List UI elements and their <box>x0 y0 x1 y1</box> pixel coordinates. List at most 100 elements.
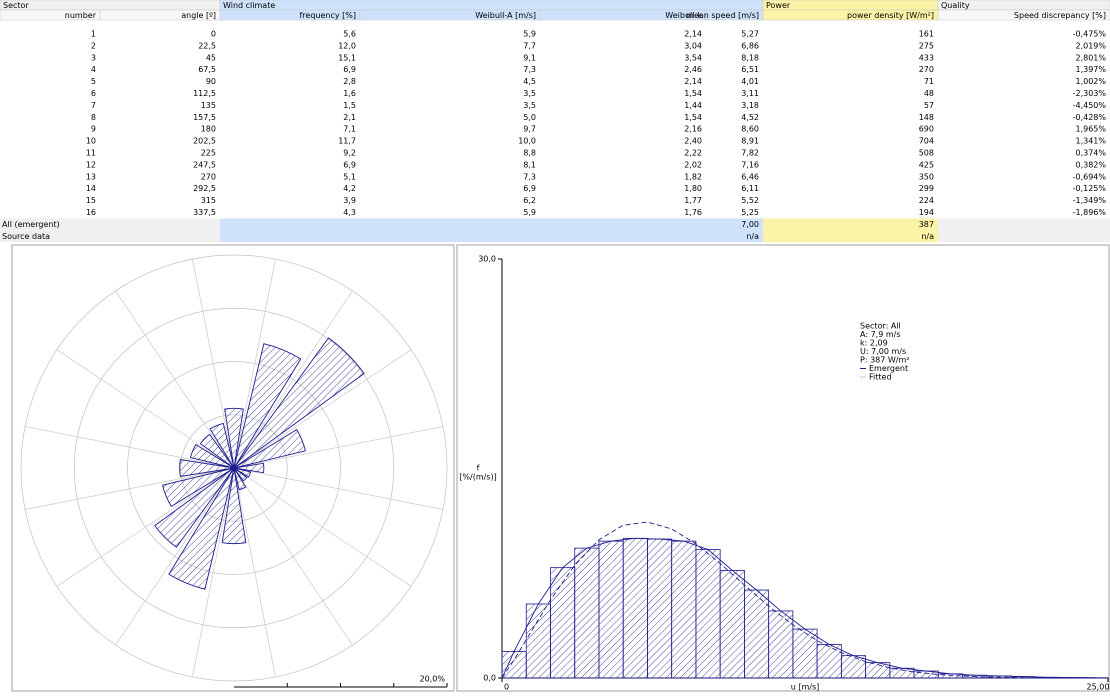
table-cell: 2,16 <box>684 125 702 134</box>
table-cell: 337,5 <box>193 208 216 217</box>
footer-value: 7,00 <box>741 220 759 229</box>
table-cell: 10 <box>86 137 96 146</box>
table-cell: 508 <box>919 149 934 158</box>
legend-label: Fitted <box>869 373 892 382</box>
table-cell: 16 <box>86 208 96 217</box>
table-cell: 8,8 <box>523 149 536 158</box>
histogram-bar <box>550 568 574 678</box>
column-header: frequency [%] <box>299 11 356 20</box>
table-cell: 2,46 <box>684 65 702 74</box>
group-header: Power <box>766 1 791 10</box>
table-cell: 112,5 <box>193 89 216 98</box>
table-cell: 4,01 <box>741 77 759 86</box>
table-cell: 6,9 <box>343 65 356 74</box>
table-cell: 6,9 <box>343 160 356 169</box>
histogram-bar <box>623 538 647 678</box>
column-header: angle [º] <box>181 11 216 20</box>
table-cell: 11 <box>86 149 96 158</box>
footer-label: Source data <box>2 232 50 241</box>
column-header: Speed discrepancy [%] <box>1014 11 1106 20</box>
table-cell: 1 <box>91 30 96 39</box>
footer-value: n/a <box>746 232 759 241</box>
column-header: power density [W/m²] <box>847 11 934 20</box>
table-cell: 5 <box>91 77 96 86</box>
histogram-bar <box>526 604 550 678</box>
table-cell: 270 <box>919 65 934 74</box>
x-axis-label: u [m/s] <box>791 683 820 692</box>
table-cell: 71 <box>924 77 934 86</box>
table-cell: 247,5 <box>193 160 216 169</box>
table-cell: 9,7 <box>523 125 536 134</box>
table-cell: 161 <box>919 30 934 39</box>
group-header: Quality <box>941 1 970 10</box>
y-axis-label: [%/(m/s)] <box>459 473 496 482</box>
table-cell: 2,1 <box>343 113 356 122</box>
table-cell: 9,2 <box>343 149 356 158</box>
histogram-bar <box>793 629 817 678</box>
histogram-bar <box>672 541 696 678</box>
table-cell: 433 <box>919 53 934 62</box>
table-cell: 4,2 <box>343 184 356 193</box>
table-cell: 2 <box>91 41 96 50</box>
table-cell: 270 <box>201 172 216 181</box>
table-cell: 1,6 <box>343 89 356 98</box>
table-cell: 0,374% <box>1075 149 1106 158</box>
table-cell: 275 <box>919 41 934 50</box>
table-cell: 315 <box>201 196 216 205</box>
histogram-bar <box>744 590 768 678</box>
table-cell: 8,60 <box>741 125 759 134</box>
table-cell: 3,18 <box>741 101 759 110</box>
table-cell: 4,5 <box>523 77 536 86</box>
table-cell: 3,54 <box>684 53 702 62</box>
table-cell: 7,3 <box>523 65 536 74</box>
table-cell: 5,6 <box>343 30 356 39</box>
table-cell: 2,22 <box>684 149 702 158</box>
table-cell: 14 <box>86 184 96 193</box>
table-cell: 1,77 <box>684 196 702 205</box>
table-cell: 5,9 <box>523 208 536 217</box>
table-cell: -0,475% <box>1073 30 1107 39</box>
table-cell: -2,303% <box>1073 89 1107 98</box>
table-cell: -4,450% <box>1073 101 1107 110</box>
group-header-cell <box>220 0 763 10</box>
histogram-bar <box>769 611 793 678</box>
table-cell: -1,349% <box>1073 196 1107 205</box>
table-cell: 3,11 <box>741 89 759 98</box>
table-cell: 1,341% <box>1075 137 1106 146</box>
table-cell: 2,02 <box>684 160 702 169</box>
table-cell: 7,16 <box>741 160 759 169</box>
x-tick-label: 0 <box>504 683 509 692</box>
table-cell: 2,801% <box>1075 53 1106 62</box>
table-cell: 13 <box>86 172 96 181</box>
table-cell: 3,5 <box>523 101 536 110</box>
histogram-bar <box>599 541 623 678</box>
column-header: mean speed [m/s] <box>686 11 759 20</box>
footer-cell <box>220 218 763 230</box>
table-cell: 7,1 <box>343 125 356 134</box>
table-cell: 5,27 <box>741 30 759 39</box>
table-cell: 8,18 <box>741 53 759 62</box>
table-cell: 1,54 <box>684 89 702 98</box>
table-cell: 6,2 <box>523 196 536 205</box>
table-cell: 4,52 <box>741 113 759 122</box>
column-header: number <box>65 11 97 20</box>
x-tick-label: 25,00 <box>1087 683 1110 692</box>
table-cell: 690 <box>919 125 934 134</box>
table-cell: 299 <box>919 184 934 193</box>
scale-label: 20,0% <box>420 675 446 684</box>
table-cell: 5,0 <box>523 113 536 122</box>
table-cell: 202,5 <box>193 137 216 146</box>
table-cell: 8,91 <box>741 137 759 146</box>
footer-cell <box>938 218 1110 230</box>
footer-value: 387 <box>919 220 934 229</box>
histogram-bar <box>647 539 671 678</box>
table-cell: 1,80 <box>684 184 702 193</box>
table-cell: 1,002% <box>1075 77 1106 86</box>
table-cell: 425 <box>919 160 934 169</box>
histogram-bar <box>696 550 720 678</box>
footer-cell <box>938 230 1110 242</box>
footer-cell <box>220 230 763 242</box>
table-cell: 7,82 <box>741 149 759 158</box>
histogram-bar <box>575 548 599 678</box>
